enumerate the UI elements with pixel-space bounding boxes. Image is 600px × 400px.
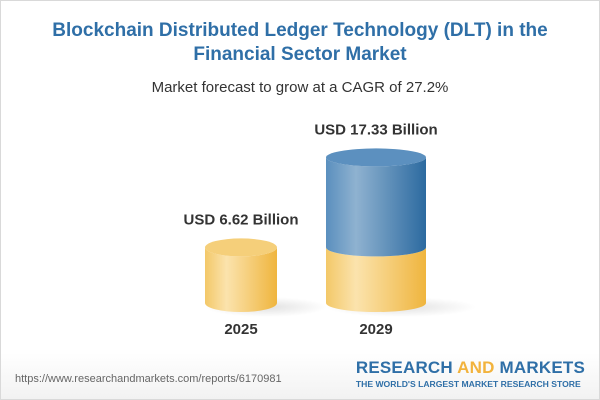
research-and-markets-logo: RESEARCH AND MARKETS THE WORLD'S LARGEST… (355, 358, 585, 389)
footer: https://www.researchandmarkets.com/repor… (1, 353, 599, 399)
source-url[interactable]: https://www.researchandmarkets.com/repor… (15, 373, 282, 385)
category-label: 2025 (224, 321, 257, 338)
category-label: 2029 (359, 321, 392, 338)
cylinder-growth-2029-body (326, 157, 426, 257)
cylinder-2025-top (205, 238, 277, 257)
data-label: USD 17.33 Billion (314, 121, 437, 138)
data-label: USD 6.62 Billion (183, 211, 298, 228)
cylinder-growth-2029-top (326, 148, 426, 167)
cylinder-base-2029-body (326, 247, 426, 312)
subtitle: Market forecast to grow at a CAGR of 27.… (151, 79, 449, 96)
cylinder-2025-body (205, 247, 277, 312)
cylinder-chart: USD 6.62 Billion 2025 USD 17.33 Billion 202… (183, 121, 476, 338)
page-title: Blockchain Distributed Ledger Technology… (52, 20, 548, 65)
